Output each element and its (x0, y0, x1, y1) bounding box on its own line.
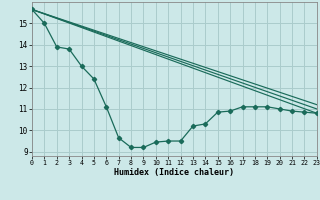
X-axis label: Humidex (Indice chaleur): Humidex (Indice chaleur) (115, 168, 234, 177)
